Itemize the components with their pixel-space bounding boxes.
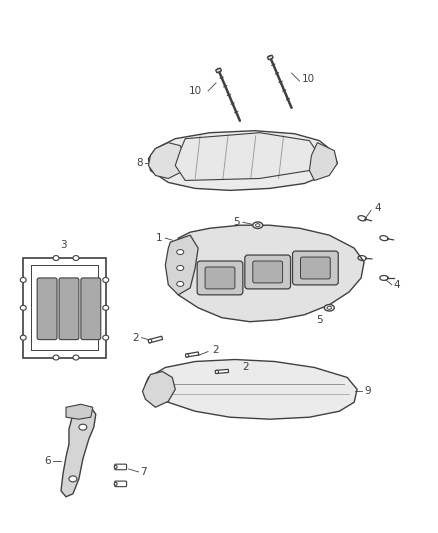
FancyBboxPatch shape [197, 261, 243, 295]
Polygon shape [165, 235, 198, 295]
FancyBboxPatch shape [59, 278, 79, 340]
Ellipse shape [324, 304, 334, 311]
FancyBboxPatch shape [115, 464, 127, 470]
Ellipse shape [79, 424, 87, 430]
Ellipse shape [114, 465, 117, 469]
FancyBboxPatch shape [205, 267, 235, 289]
Text: 1: 1 [156, 233, 162, 243]
Polygon shape [148, 336, 162, 343]
Polygon shape [170, 225, 364, 322]
Text: 4: 4 [394, 280, 400, 290]
Polygon shape [148, 143, 185, 179]
Ellipse shape [103, 335, 109, 340]
FancyBboxPatch shape [300, 257, 330, 279]
Text: 3: 3 [60, 240, 66, 250]
Ellipse shape [114, 482, 117, 486]
Polygon shape [23, 258, 106, 358]
Text: 10: 10 [301, 74, 314, 84]
Ellipse shape [255, 224, 260, 227]
Polygon shape [175, 133, 319, 181]
Ellipse shape [53, 255, 59, 261]
Ellipse shape [73, 255, 79, 261]
Polygon shape [142, 372, 175, 407]
FancyBboxPatch shape [37, 278, 57, 340]
Polygon shape [61, 407, 96, 497]
Ellipse shape [103, 305, 109, 310]
Ellipse shape [185, 354, 189, 357]
Text: 10: 10 [189, 86, 202, 96]
Ellipse shape [69, 476, 77, 482]
Text: 7: 7 [141, 467, 147, 477]
Ellipse shape [103, 278, 109, 282]
Ellipse shape [148, 340, 152, 343]
Polygon shape [186, 352, 199, 357]
FancyBboxPatch shape [81, 278, 101, 340]
Ellipse shape [177, 249, 184, 255]
Text: 8: 8 [136, 158, 142, 167]
Text: 5: 5 [316, 315, 322, 325]
Ellipse shape [20, 335, 26, 340]
Ellipse shape [177, 281, 184, 286]
Ellipse shape [253, 222, 263, 229]
Text: 6: 6 [44, 456, 51, 466]
Polygon shape [215, 369, 229, 374]
Text: 4: 4 [374, 203, 381, 213]
Text: 9: 9 [364, 386, 371, 397]
Polygon shape [309, 143, 337, 181]
Text: 2: 2 [242, 362, 248, 373]
Polygon shape [145, 360, 357, 419]
Ellipse shape [73, 355, 79, 360]
FancyBboxPatch shape [245, 255, 290, 289]
FancyBboxPatch shape [293, 251, 338, 285]
Text: 2: 2 [212, 344, 219, 354]
Text: 5: 5 [233, 217, 240, 227]
Ellipse shape [327, 306, 332, 309]
Ellipse shape [20, 305, 26, 310]
Ellipse shape [53, 355, 59, 360]
Polygon shape [66, 404, 93, 419]
Ellipse shape [215, 370, 219, 374]
FancyBboxPatch shape [115, 481, 127, 487]
FancyBboxPatch shape [253, 261, 283, 283]
Polygon shape [216, 68, 222, 72]
Ellipse shape [177, 265, 184, 270]
Polygon shape [148, 131, 337, 190]
Text: 2: 2 [132, 333, 138, 343]
Polygon shape [267, 55, 273, 60]
Ellipse shape [20, 278, 26, 282]
